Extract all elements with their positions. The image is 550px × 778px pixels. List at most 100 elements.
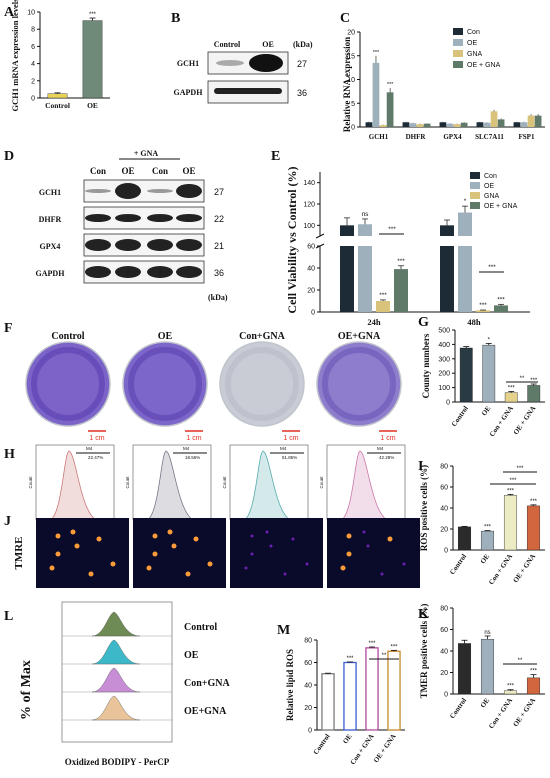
panel-h-gate-name: M4: [280, 446, 287, 451]
panel-e-y-tick-label: 120: [303, 202, 315, 209]
panel-j-image: [36, 518, 129, 588]
panel-j-cell: [380, 572, 384, 576]
panel-d-band: [147, 214, 173, 222]
panel-h-yaxis: Count: [319, 476, 324, 489]
panel-d-band: [115, 214, 141, 222]
panel-e-sig-label: ***: [497, 296, 505, 303]
panel-g-y-tick-label: 100: [438, 385, 450, 392]
panel-j-cell: [340, 565, 346, 571]
panel-g-x-tick-label: OE: [480, 404, 493, 417]
panel-e-bar: [358, 224, 372, 236]
panel-j-cell: [185, 571, 191, 577]
panel-c-bar: [483, 122, 491, 127]
panel-l-histogram: [91, 639, 141, 665]
panel-d-band: [176, 266, 202, 278]
panel-letter-J: J: [4, 514, 11, 529]
panel-i-bar: [526, 505, 541, 551]
panel-i-y-tick-label: 20: [440, 527, 448, 534]
panel-a-y-tick-label: 4: [31, 61, 35, 68]
panel-letter-H: H: [4, 447, 15, 462]
panel-e-legend-label: Con: [484, 173, 497, 180]
panel-h-histogram: [340, 450, 388, 521]
panel-k-sig-label: ns: [484, 630, 490, 636]
panel-g-y-tick-label: 300: [438, 356, 450, 363]
panel-a-y-tick-label: 6: [31, 44, 35, 51]
panel-i-y-tick-label: 0: [444, 548, 448, 555]
panel-g-x-tick-label: Control: [450, 405, 470, 429]
panel-letter-A: A: [4, 5, 15, 20]
panel-i-bracket-label: ***: [509, 478, 517, 484]
panel-g-sig-label: ***: [530, 378, 538, 384]
panel-j-cell: [269, 544, 273, 548]
panel-d-band: [115, 183, 141, 199]
panel-e-bar: [358, 246, 372, 312]
panel-e-bracket-label: ***: [388, 226, 396, 233]
panel-l-ylabel: % of Max: [19, 660, 34, 720]
panel-letter-K: K: [418, 607, 429, 622]
panel-a-y-tick-label: 8: [31, 27, 35, 34]
panel-k-y-tick-label: 40: [440, 649, 448, 656]
panel-letter-L: L: [4, 609, 13, 624]
panel-h-histogram: [243, 450, 291, 521]
panel-k-bracket-label: **: [518, 658, 523, 664]
panel-c-x-tick-label: FSP1: [519, 133, 535, 141]
panel-e-bar: [476, 310, 490, 312]
panel-d-band: [176, 239, 202, 251]
panel-c-bar: [497, 119, 505, 127]
panel-g-bracket-label: **: [520, 376, 525, 382]
panel-m-bar: [343, 661, 357, 731]
panel-e-sig-label: *: [464, 198, 467, 205]
panel-c-ylabel: Relative RNA expression: [342, 37, 352, 132]
panel-e-sig-label: ***: [397, 258, 405, 265]
panel-f-plate-texture: [31, 347, 105, 421]
panel-e-y-tick-label: 40: [307, 266, 315, 273]
panel-a-y-tick-label: 2: [31, 78, 35, 85]
panel-l-histogram: [91, 667, 141, 693]
panel-d-band: [176, 184, 202, 198]
panel-k-ylabel: TMER positive cells (%): [419, 604, 429, 699]
panel-i-bar: [503, 495, 518, 551]
panel-b-band: [249, 54, 283, 72]
panel-letter-G: G: [418, 315, 429, 330]
panel-d-condition: OE: [182, 166, 195, 176]
panel-k-sig-label: ***: [507, 684, 515, 690]
panel-letter-D: D: [4, 149, 14, 164]
panel-b-kda: 36: [297, 88, 307, 98]
panel-b-row-label: GCH1: [177, 59, 199, 68]
panel-g-bar: [482, 344, 496, 403]
panel-j-cell: [171, 543, 177, 549]
panel-d-row-label: DHFR: [39, 215, 62, 224]
panel-m-bar: [321, 673, 335, 731]
panel-c-y-tick-label: 5: [351, 101, 355, 108]
panel-f-plate-texture: [322, 347, 396, 421]
panel-g-bar: [527, 385, 541, 403]
panel-b-band: [216, 60, 244, 66]
panel-j-cell: [193, 536, 199, 542]
panel-g-y-tick-label: 500: [438, 328, 450, 335]
panel-k-y-tick-label: 80: [440, 606, 448, 613]
panel-c-y-tick-label: 0: [351, 125, 355, 132]
panel-k-y-tick-label: 20: [440, 670, 448, 677]
panel-d-band: [85, 214, 111, 222]
panel-f-title: Con+GNA: [239, 331, 285, 342]
panel-c-bar: [446, 123, 454, 127]
panel-f-plate: [316, 341, 402, 427]
panel-k-bar: [480, 638, 495, 695]
panel-c-legend-swatch: [453, 61, 463, 68]
panel-d-band: [147, 266, 173, 278]
panel-a-ylabel: GCH1 mRNA expression levels: [10, 0, 20, 111]
panel-g-bar: [504, 392, 518, 403]
panel-e-sig-label: ns: [362, 211, 370, 218]
panel-j-cell: [152, 533, 158, 539]
panel-h-gate-value: 22.47%: [88, 455, 103, 460]
panel-d-blot: [83, 179, 205, 203]
panel-f-plate: [122, 341, 208, 427]
panel-m-x-tick-label: OE + GNA: [372, 733, 398, 765]
panel-i-bar: [457, 526, 472, 551]
panel-g-y-tick-label: 0: [446, 400, 450, 407]
panel-i-bar: [480, 530, 495, 551]
panel-j-cell: [70, 529, 76, 535]
panel-letter-C: C: [340, 11, 350, 26]
panel-d-band: [115, 239, 141, 251]
panel-j-cell: [402, 562, 406, 566]
